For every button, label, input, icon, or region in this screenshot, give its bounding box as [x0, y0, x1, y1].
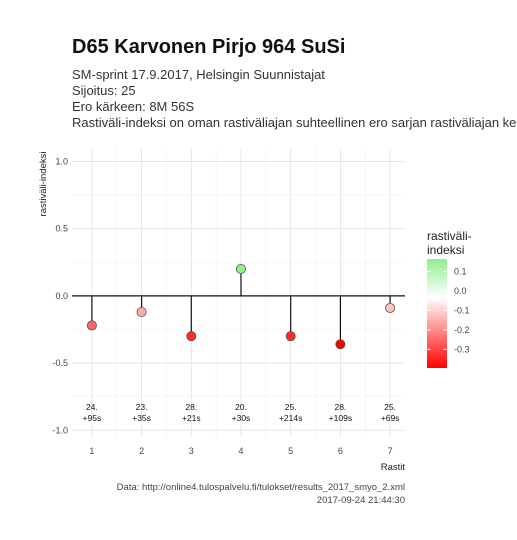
x-tick-label: 2 — [139, 446, 144, 456]
grid-lines — [72, 148, 405, 437]
x-tick-label: 5 — [288, 446, 293, 456]
annotation-time: +21s — [182, 413, 201, 423]
x-axis-title: Rastit — [381, 462, 406, 473]
color-legend: rastiväli-indeksi 0.1 0.0 -0.1 -0.2 -0.3 — [427, 229, 472, 368]
x-tick-label: 3 — [189, 446, 194, 456]
legend-colorbar — [427, 259, 447, 368]
annotation-rank: 20. — [235, 402, 247, 412]
y-tick-label: 1.0 — [55, 156, 68, 166]
legend-title-line-2: indeksi — [427, 243, 464, 257]
x-tick-label: 6 — [338, 446, 343, 456]
annotation-rank: 28. — [185, 402, 197, 412]
subtitle-line-4: Rastiväli-indeksi on oman rastiväliajan … — [72, 115, 517, 130]
caption-timestamp: 2017-09-24 21:44:30 — [316, 495, 405, 506]
annotation-time: +30s — [232, 413, 251, 423]
y-tick-label: -1.0 — [52, 425, 68, 435]
bar-annotations: 24.+95s23.+35s28.+21s20.+30s25.+214s28.+… — [83, 402, 400, 423]
legend-tick-label: -0.2 — [454, 325, 470, 335]
annotation-time: +69s — [381, 413, 400, 423]
annotation-rank: 25. — [285, 402, 297, 412]
chart-title: D65 Karvonen Pirjo 964 SuSi — [72, 36, 346, 58]
legend-title-line-1: rastiväli- — [427, 229, 472, 243]
x-tick-label: 1 — [89, 446, 94, 456]
axis-labels: 1.0 0.5 0.0 -0.5 -1.0 1 2 3 4 5 6 7 Rastit rastiväli-… — [38, 152, 405, 473]
annotation-time: +109s — [329, 413, 352, 423]
legend-tick-label: -0.3 — [454, 344, 470, 354]
annotation-time: +35s — [132, 413, 151, 423]
annotation-rank: 28. — [334, 402, 346, 412]
legend-tick-label: 0.0 — [454, 286, 467, 296]
legend-tick-label: 0.1 — [454, 266, 467, 276]
lollipop-point — [385, 302, 396, 313]
annotation-time: +214s — [279, 413, 302, 423]
legend-tick-label: -0.1 — [454, 305, 470, 315]
lollipop-point — [136, 306, 147, 317]
subtitle-line-2: Sijoitus: 25 — [72, 83, 136, 98]
data-marks — [72, 263, 405, 350]
caption-source: Data: http://online4.tulospalvelu.fi/tul… — [116, 482, 405, 493]
y-tick-label: -0.5 — [52, 358, 68, 368]
y-tick-label: 0.5 — [55, 224, 68, 234]
y-tick-label: 0.0 — [55, 291, 68, 301]
lollipop-point — [335, 339, 346, 350]
annotation-rank: 25. — [384, 402, 396, 412]
lollipop-point — [186, 331, 197, 342]
x-tick-label: 4 — [238, 446, 243, 456]
lollipop-point — [285, 331, 296, 342]
subtitle-line-1: SM-sprint 17.9.2017, Helsingin Suunnista… — [72, 67, 325, 82]
subtitle-line-3: Ero kärkeen: 8M 56S — [72, 99, 195, 114]
lollipop-point — [86, 320, 97, 331]
annotation-time: +95s — [83, 413, 102, 423]
lollipop-point — [235, 263, 246, 274]
x-tick-label: 7 — [388, 446, 393, 456]
annotation-rank: 23. — [136, 402, 148, 412]
y-axis-title: rastiväli-indeksi — [38, 152, 49, 217]
annotation-rank: 24. — [86, 402, 98, 412]
